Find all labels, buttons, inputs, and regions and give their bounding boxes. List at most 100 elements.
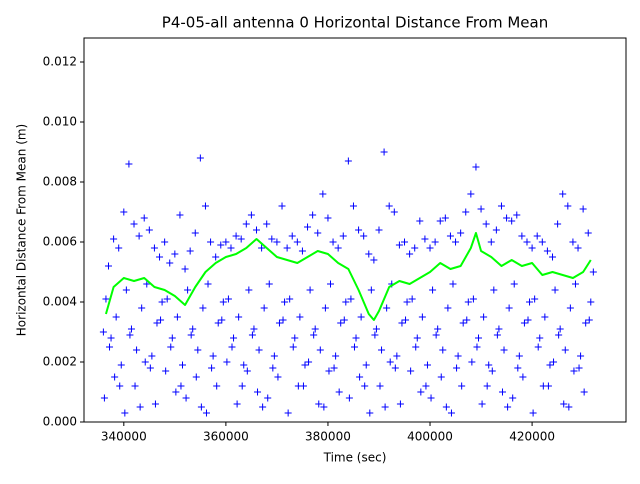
marker xyxy=(265,280,273,288)
marker xyxy=(325,367,333,375)
marker xyxy=(219,298,227,306)
marker xyxy=(355,226,363,234)
marker xyxy=(357,313,365,321)
marker xyxy=(253,226,261,234)
marker xyxy=(528,244,536,252)
marker xyxy=(505,304,513,312)
marker xyxy=(121,409,129,417)
marker xyxy=(492,226,500,234)
marker xyxy=(201,202,209,210)
marker xyxy=(551,286,559,294)
marker xyxy=(148,352,156,360)
marker xyxy=(238,382,246,390)
marker xyxy=(386,358,394,366)
plot-area xyxy=(99,148,597,417)
marker xyxy=(497,202,505,210)
marker xyxy=(380,148,388,156)
marker xyxy=(480,313,488,321)
marker xyxy=(464,298,472,306)
marker xyxy=(533,232,541,240)
marker xyxy=(524,316,532,324)
marker xyxy=(330,364,338,372)
marker xyxy=(529,409,537,417)
marker xyxy=(270,352,278,360)
marker xyxy=(269,364,277,372)
marker xyxy=(504,403,512,411)
marker xyxy=(538,238,546,246)
marker xyxy=(146,364,154,372)
marker xyxy=(518,232,526,240)
marker xyxy=(209,352,217,360)
marker xyxy=(412,343,420,351)
marker xyxy=(125,160,133,168)
marker xyxy=(550,358,558,366)
marker xyxy=(245,286,253,294)
marker xyxy=(549,253,557,261)
marker xyxy=(131,382,139,390)
marker xyxy=(398,319,406,327)
marker xyxy=(232,232,240,240)
marker xyxy=(508,217,516,225)
marker xyxy=(575,364,583,372)
marker xyxy=(580,388,588,396)
x-tick-label: 360000 xyxy=(203,430,249,444)
marker xyxy=(385,202,393,210)
marker xyxy=(422,382,430,390)
marker xyxy=(299,382,307,390)
marker xyxy=(133,346,141,354)
marker xyxy=(99,328,107,336)
marker xyxy=(130,220,138,228)
marker xyxy=(178,361,186,369)
marker xyxy=(352,334,360,342)
marker xyxy=(122,286,130,294)
marker xyxy=(157,316,165,324)
marker xyxy=(255,346,263,354)
marker xyxy=(273,238,281,246)
marker xyxy=(487,238,495,246)
marker xyxy=(467,190,475,198)
marker xyxy=(284,409,292,417)
marker xyxy=(454,352,462,360)
marker xyxy=(106,343,114,351)
marker xyxy=(526,298,534,306)
marker xyxy=(334,244,342,252)
marker xyxy=(111,373,119,381)
marker xyxy=(288,232,296,240)
marker xyxy=(520,319,528,327)
marker xyxy=(260,304,268,312)
marker xyxy=(571,280,579,288)
marker xyxy=(515,352,523,360)
marker xyxy=(347,295,355,303)
marker xyxy=(436,217,444,225)
marker xyxy=(145,226,153,234)
marker xyxy=(370,256,378,264)
marker xyxy=(483,382,491,390)
marker xyxy=(514,364,522,372)
marker xyxy=(116,382,124,390)
marker xyxy=(283,244,291,252)
marker xyxy=(315,400,323,408)
marker xyxy=(498,388,506,396)
marker xyxy=(344,157,352,165)
marker xyxy=(181,265,189,273)
marker xyxy=(350,343,358,351)
marker xyxy=(158,298,166,306)
marker xyxy=(306,286,314,294)
marker xyxy=(237,235,245,243)
marker xyxy=(327,280,335,288)
marker xyxy=(478,400,486,408)
marker xyxy=(417,388,425,396)
marker xyxy=(453,364,461,372)
marker xyxy=(337,319,345,327)
marker xyxy=(546,361,554,369)
marker xyxy=(222,238,230,246)
marker xyxy=(566,304,574,312)
marker xyxy=(582,319,590,327)
marker xyxy=(421,235,429,243)
marker xyxy=(224,295,232,303)
marker xyxy=(477,205,485,213)
marker xyxy=(240,361,248,369)
marker xyxy=(472,163,480,171)
